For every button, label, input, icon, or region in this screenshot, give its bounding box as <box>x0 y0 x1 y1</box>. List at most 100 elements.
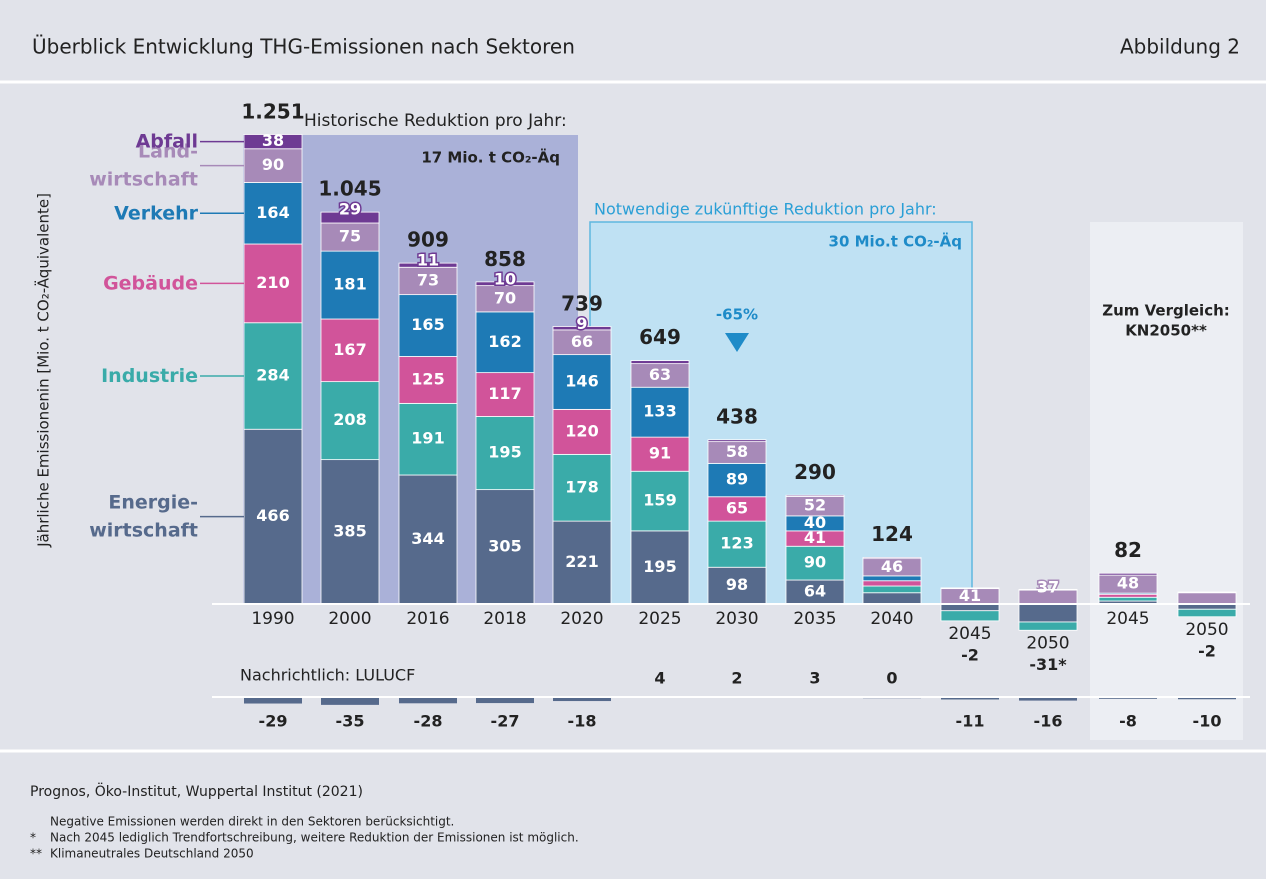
lulucf-value: -35 <box>336 712 365 731</box>
bar-segment <box>320 459 380 605</box>
bar-segment <box>707 566 767 605</box>
x-tick-label: 2035 <box>793 609 836 629</box>
bar-segment <box>552 408 612 455</box>
value-label: 133 <box>643 402 676 421</box>
bar-segment <box>475 285 535 313</box>
lulucf-label: Nachrichtlich: LULUCF <box>240 666 415 685</box>
value-label: 208 <box>333 410 366 429</box>
bar-segment <box>707 496 767 522</box>
source: Prognos, Öko-Institut, Wuppertal Institu… <box>30 782 363 800</box>
value-label: 181 <box>333 275 366 294</box>
value-label: 162 <box>488 332 521 351</box>
bar-segment <box>243 182 303 245</box>
value-label: 344 <box>411 529 444 548</box>
lulucf-bar <box>476 697 534 704</box>
total-label: 438 <box>716 404 758 428</box>
legend-label: Land-wirtschaft <box>89 140 198 190</box>
compare-box <box>1090 222 1243 740</box>
lulucf-bar <box>1019 697 1077 701</box>
lulucf-value: -18 <box>568 712 597 731</box>
bar-segment <box>398 262 458 268</box>
note: Klimaneutrales Deutschland 2050 <box>50 847 254 861</box>
bar-segment <box>398 294 458 357</box>
value-label: 385 <box>333 521 366 540</box>
value-label: 191 <box>411 429 444 448</box>
value-label: 52 <box>804 496 826 515</box>
value-label: 11 <box>417 251 439 270</box>
bar-segment <box>320 211 380 224</box>
value-label: 284 <box>256 366 289 385</box>
value-label: 75 <box>339 227 361 246</box>
lulucf-value: 0 <box>886 669 897 688</box>
bar-segment <box>1018 603 1078 623</box>
note: Negative Emissionen werden direkt in den… <box>50 815 454 829</box>
annotation: Zum Vergleich: <box>1102 302 1230 320</box>
bar-segment <box>1177 591 1237 594</box>
value-label: 123 <box>720 534 753 553</box>
lulucf-bar <box>941 697 999 700</box>
bar-segment <box>862 580 922 587</box>
lulucf-value: -27 <box>491 712 520 731</box>
value-label: 466 <box>256 506 289 525</box>
bar-segment <box>1018 621 1078 631</box>
value-label: 146 <box>565 372 598 391</box>
bar-segment <box>552 520 612 605</box>
total-label: 1.045 <box>318 177 381 201</box>
lulucf-value: 4 <box>654 669 665 688</box>
x-tick-label: 2040 <box>870 609 913 629</box>
lulucf-value: -29 <box>259 712 288 731</box>
value-label: 40 <box>804 513 826 532</box>
total-label: -2 <box>961 645 979 664</box>
annotation: Historische Reduktion pro Jahr: <box>304 111 567 131</box>
annotation: 17 Mio. t CO₂-Äq <box>421 148 560 167</box>
value-label: 73 <box>417 270 439 289</box>
x-tick-label: 2020 <box>560 609 603 629</box>
annotation: -65% <box>716 306 758 324</box>
total-label: 124 <box>871 522 913 546</box>
title: Überblick Entwicklung THG-Emissionen nac… <box>32 35 575 59</box>
value-label: 117 <box>488 384 521 403</box>
value-label: 70 <box>494 288 516 307</box>
value-label: 159 <box>643 491 676 510</box>
bar-segment <box>320 381 380 461</box>
value-label: 221 <box>565 552 598 571</box>
figure-number: Abbildung 2 <box>1120 35 1240 59</box>
total-label: 909 <box>407 228 449 252</box>
total-label: -31* <box>1029 655 1067 674</box>
bar-segment <box>475 489 535 605</box>
bar-segment <box>1018 588 1078 591</box>
bar-segment <box>1177 592 1237 605</box>
value-label: 46 <box>881 557 903 576</box>
bar-segment <box>630 360 690 365</box>
value-label: 98 <box>726 575 748 594</box>
note-marker: ** <box>30 847 42 861</box>
value-label: 63 <box>649 365 671 384</box>
bar-segment <box>552 453 612 522</box>
annotation: 30 Mio.t CO₂-Äq <box>829 232 962 251</box>
legend-label: Energie-wirtschaft <box>89 491 198 541</box>
bar-segment <box>1098 593 1158 598</box>
value-label: 90 <box>262 155 284 174</box>
lulucf-value: -28 <box>414 712 443 731</box>
bar-segment <box>862 575 922 582</box>
bar-segment <box>707 462 767 498</box>
value-label: 29 <box>339 200 361 219</box>
annotation: Notwendige zukünftige Reduktion pro Jahr… <box>594 200 937 219</box>
x-tick-label: 2018 <box>483 609 526 629</box>
value-label: 64 <box>804 582 826 601</box>
value-label: 91 <box>649 444 671 463</box>
note-marker: * <box>30 831 36 845</box>
lulucf-bar <box>321 697 379 705</box>
value-label: 48 <box>1117 574 1139 593</box>
value-label: 10 <box>494 269 516 288</box>
bar-segment <box>862 592 922 605</box>
bar-segment <box>940 603 1000 612</box>
legend-label: Verkehr <box>114 202 198 224</box>
x-tick-label: 2045 <box>1106 609 1149 629</box>
bar-segment <box>552 354 612 410</box>
bar-segment <box>320 250 380 320</box>
bar-segment <box>630 530 690 605</box>
value-label: 65 <box>726 498 748 517</box>
lulucf-value: -8 <box>1119 712 1137 731</box>
